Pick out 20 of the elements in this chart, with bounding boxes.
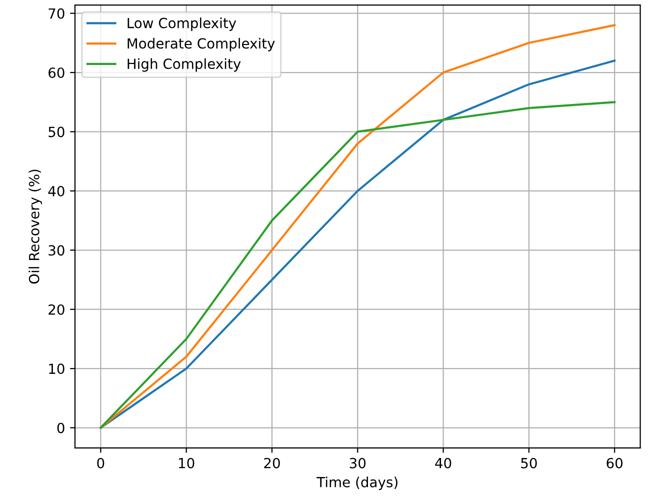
x-tick-label: 10 <box>179 458 194 468</box>
y-tick-label: 30 <box>48 245 64 256</box>
x-tick-label: 30 <box>350 458 366 468</box>
x-tick-label: 60 <box>606 458 622 468</box>
legend-label: High Complexity <box>128 58 241 72</box>
x-tick-label: 50 <box>521 458 537 468</box>
x-tick-label: 20 <box>264 458 280 468</box>
y-tick-label: 40 <box>48 186 64 196</box>
legend-label: Moderate Complexity <box>128 38 275 52</box>
x-tick-label: 0 <box>97 458 104 468</box>
y-tick-label: 70 <box>48 8 64 19</box>
x-axis-title: Time (days) <box>316 476 398 490</box>
y-tick-label: 60 <box>48 67 64 78</box>
y-tick-label: 10 <box>49 364 64 374</box>
y-tick-label: 50 <box>48 126 64 138</box>
y-tick-label: 0 <box>57 422 64 434</box>
y-tick-label: 20 <box>48 304 64 315</box>
y-axis-title: Oil Recovery (%) <box>28 170 42 284</box>
legend-label: Low Complexity <box>128 18 236 31</box>
x-tick-label: 40 <box>435 458 452 468</box>
